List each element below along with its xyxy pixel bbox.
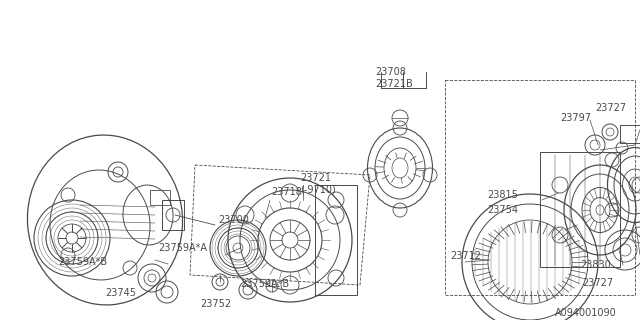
- Text: 23700: 23700: [218, 215, 249, 225]
- Text: 23754: 23754: [487, 205, 518, 215]
- Text: 23727: 23727: [582, 278, 613, 288]
- Text: 23759A*B: 23759A*B: [58, 257, 107, 267]
- Text: 23797: 23797: [560, 113, 591, 123]
- Text: 23721B: 23721B: [375, 79, 413, 89]
- Text: 23815: 23815: [487, 190, 518, 200]
- Bar: [620, 125, 640, 143]
- Text: 23830: 23830: [580, 260, 611, 270]
- Text: 23759A*A: 23759A*A: [158, 243, 207, 253]
- Bar: [315, 185, 357, 295]
- Text: 23727: 23727: [595, 103, 626, 113]
- Text: 23759A*B: 23759A*B: [240, 279, 289, 289]
- Text: 23708: 23708: [375, 67, 406, 77]
- Text: 23721: 23721: [300, 173, 331, 183]
- Bar: [540, 152, 620, 267]
- Bar: [162, 200, 184, 230]
- Text: 23718: 23718: [271, 187, 302, 197]
- Text: A094001090: A094001090: [555, 308, 617, 318]
- Text: 23745: 23745: [105, 288, 136, 298]
- Text: (-9710): (-9710): [300, 185, 336, 195]
- Text: 23752: 23752: [200, 299, 231, 309]
- Bar: [150, 190, 170, 205]
- Text: 23712: 23712: [450, 251, 481, 261]
